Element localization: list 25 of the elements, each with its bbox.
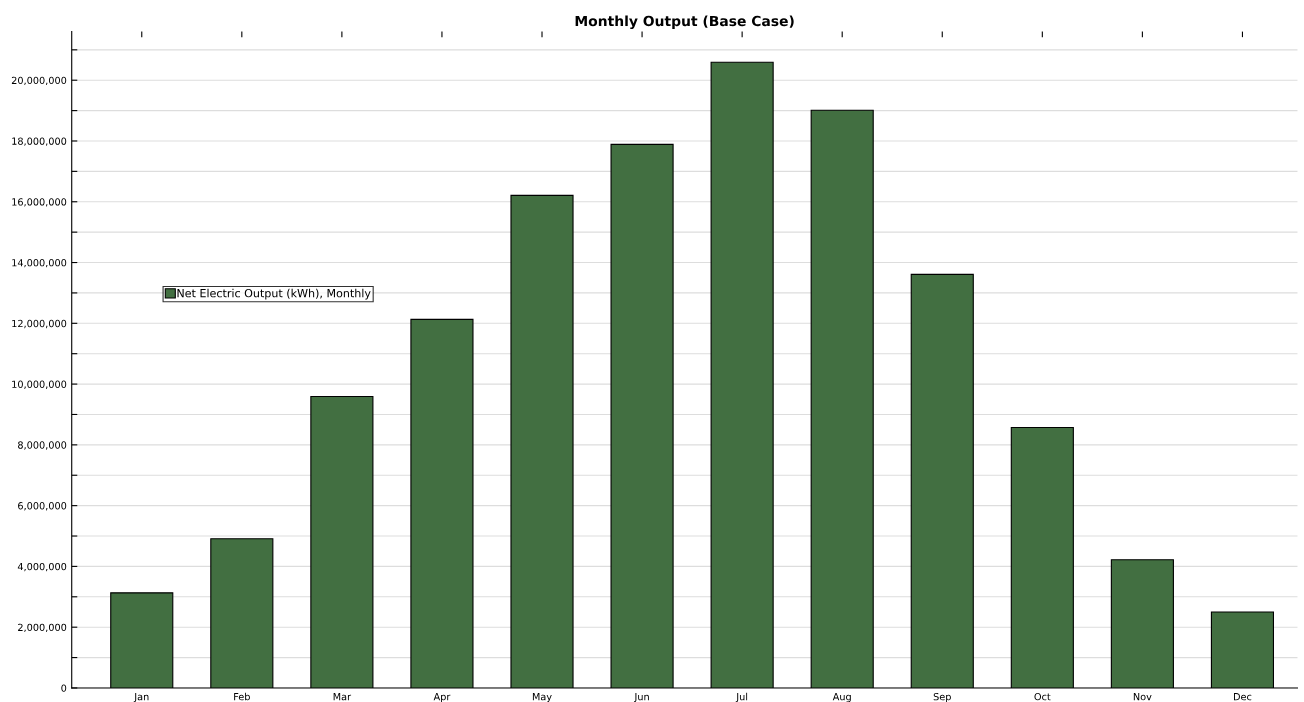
y-tick-label: 10,000,000 [12,380,67,389]
x-tick-label: Aug [832,693,851,702]
legend-label: Net Electric Output (kWh), Monthly [177,288,371,300]
y-tick-label: 18,000,000 [12,137,67,146]
x-tick-label: May [532,693,552,702]
x-tick-label: Sep [933,692,951,702]
chart-title: Monthly Output (Base Case) [575,15,794,30]
y-tick-label: 2,000,000 [18,623,67,633]
y-tick-label: 6,000,000 [18,502,67,511]
x-tick-label: Oct [1034,692,1051,701]
y-tick-label: 0 [61,684,67,692]
y-tick-label: 12,000,000 [12,319,67,329]
y-tick-label: 4,000,000 [17,562,67,572]
y-tick-label: 20,000,000 [11,76,67,86]
x-tick-label: Dec [1233,693,1252,701]
y-tick-label: 14,000,000 [12,259,67,268]
x-tick-label: Jan [133,693,149,702]
y-tick-label: 16,000,000 [12,198,67,207]
y-tick-label: 8,000,000 [18,441,67,450]
x-tick-label: Apr [433,693,451,702]
x-tick-label: Mar [333,693,352,701]
x-tick-label: Nov [1133,693,1152,701]
x-tick-label: Feb [234,692,250,701]
x-tick-label: Jun [633,693,649,702]
x-tick-label: Jul [735,692,748,702]
